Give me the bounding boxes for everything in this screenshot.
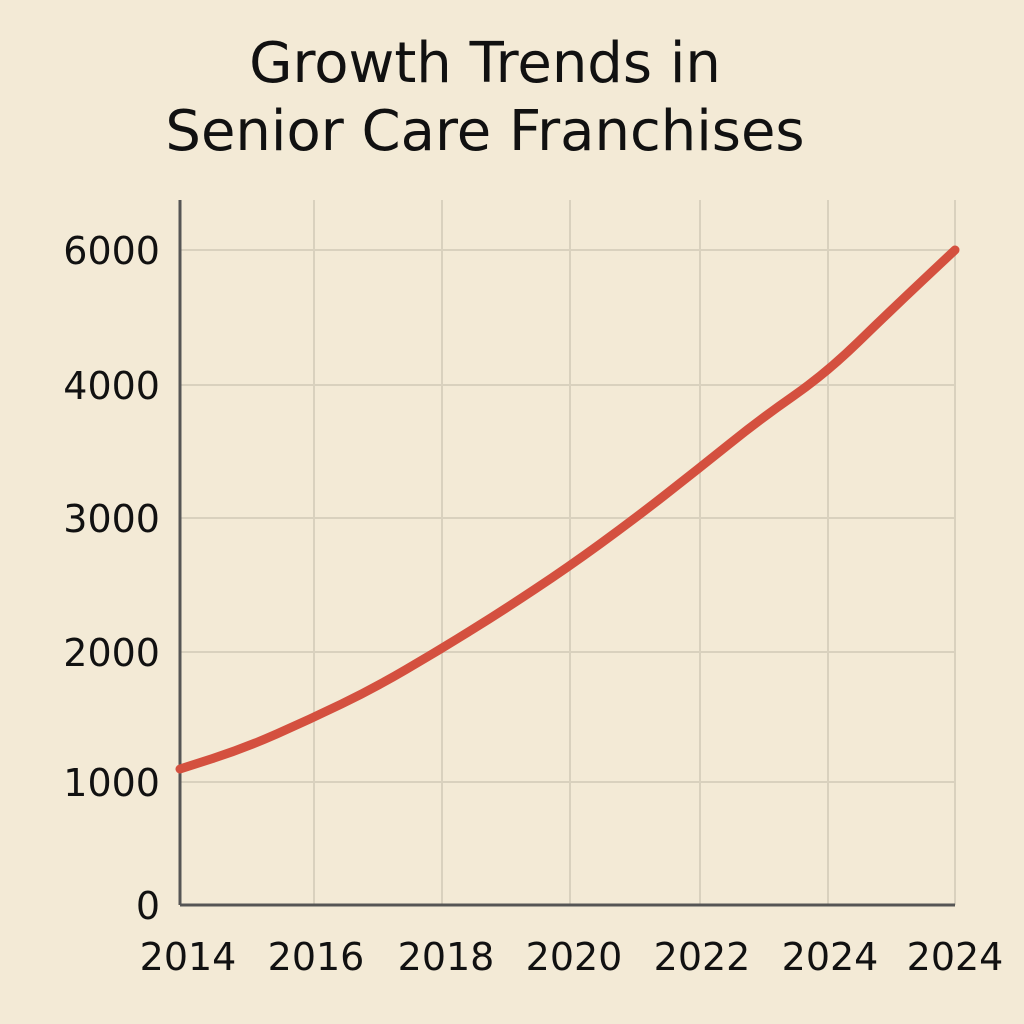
y-tick-label: 4000: [63, 364, 160, 408]
chart-title-line-2: Senior Care Franchises: [165, 99, 805, 164]
x-tick-label: 2024: [782, 935, 879, 979]
y-tick-label: 2000: [63, 631, 160, 675]
y-axis-tick-labels: 0 1000 2000 3000 4000 6000: [63, 229, 160, 928]
y-tick-label: 0: [136, 884, 160, 928]
x-tick-label: 2020: [526, 935, 623, 979]
x-axis-tick-labels: 2014 2016 2018 2020 2022 2024 2024: [140, 935, 1004, 979]
y-tick-label: 3000: [63, 497, 160, 541]
y-tick-label: 6000: [63, 229, 160, 273]
chart-title: Growth Trends in Senior Care Franchises: [0, 30, 970, 166]
x-tick-label: 2022: [654, 935, 751, 979]
x-tick-label: 2016: [268, 935, 365, 979]
x-tick-label: 2024: [907, 935, 1004, 979]
grid-lines: [179, 200, 956, 905]
axes: [178, 200, 955, 907]
series-line: [175, 245, 960, 774]
x-tick-label: 2018: [398, 935, 495, 979]
y-tick-label: 1000: [63, 761, 160, 805]
chart-title-line-1: Growth Trends in: [249, 31, 721, 96]
x-tick-label: 2014: [140, 935, 237, 979]
series-group: [175, 245, 960, 774]
